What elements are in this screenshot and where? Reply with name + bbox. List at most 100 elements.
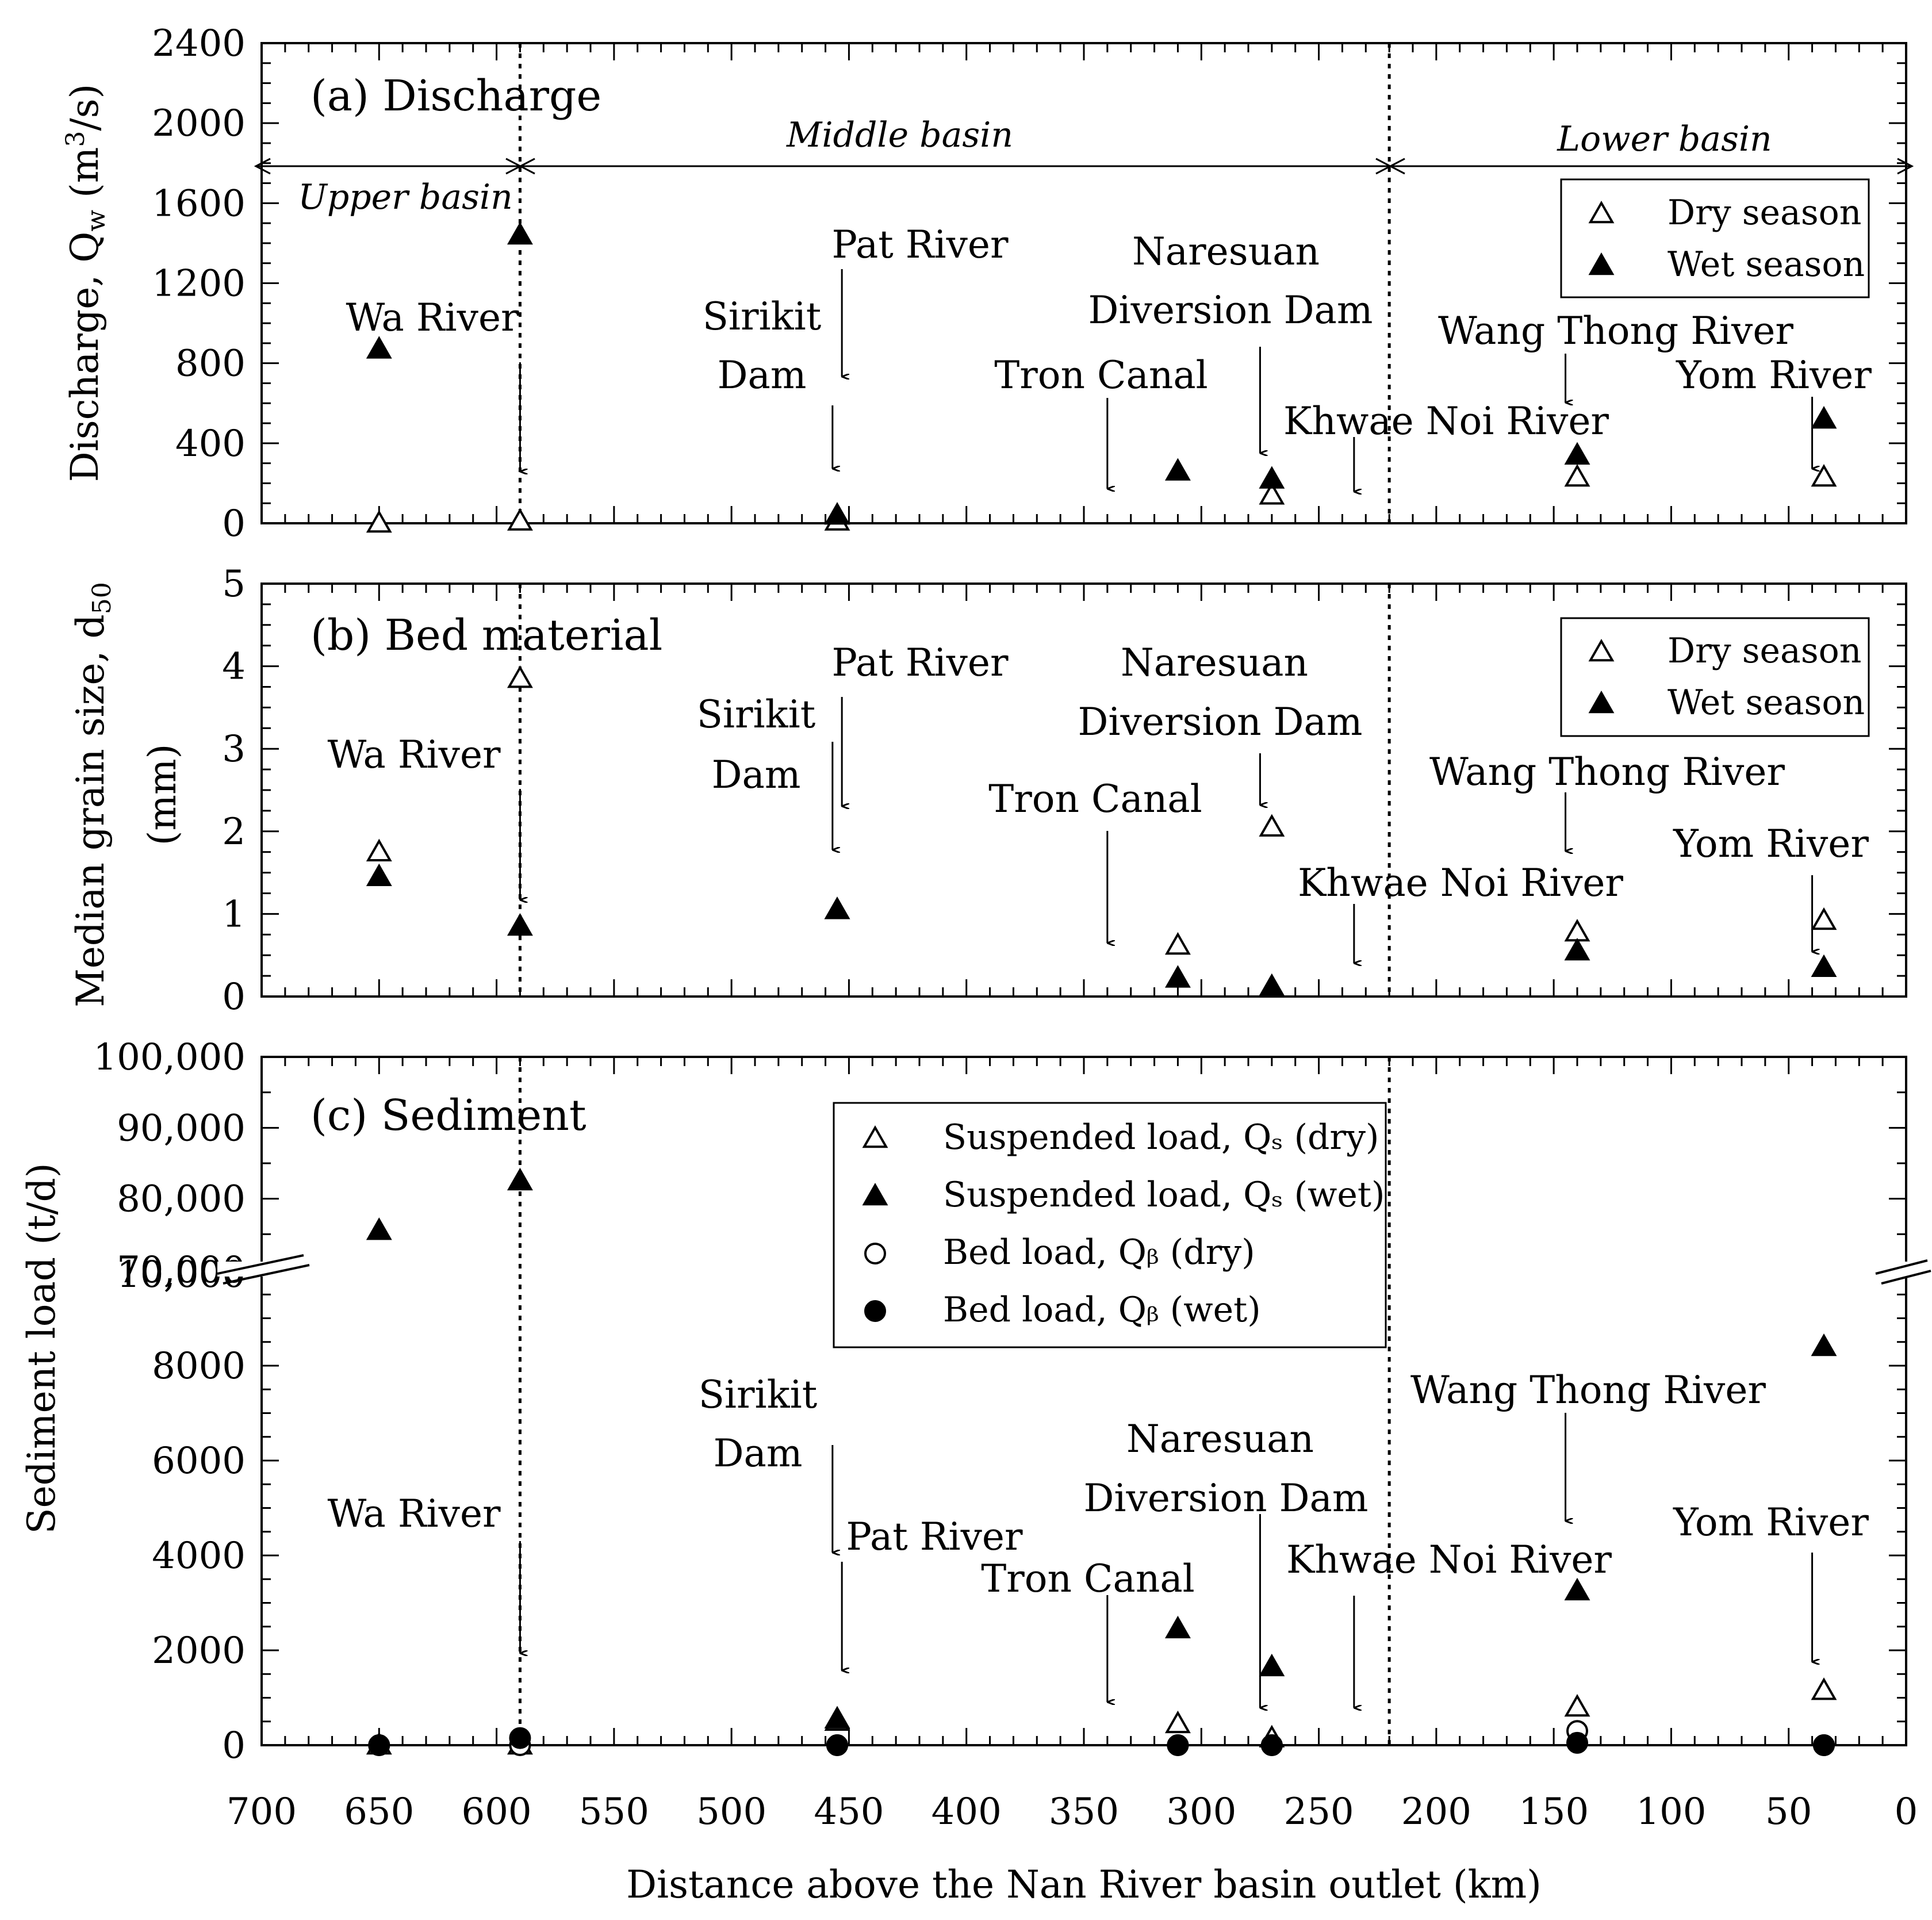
x-tick-label: 550 — [579, 1791, 649, 1833]
y-tick-label: 6000 — [152, 1440, 246, 1482]
y-tick-label: 80,000 — [117, 1178, 246, 1221]
y-tick-label: 2400 — [152, 22, 246, 65]
data-markers — [366, 1167, 1837, 1756]
legend-b-dry-label: Bed load, Qᵦ (dry) — [943, 1232, 1255, 1273]
filled-triangle-marker — [1164, 458, 1191, 481]
y-tick-label: 90,000 — [117, 1107, 246, 1149]
x-tick-label: 0 — [1895, 1791, 1918, 1833]
x-tick-labels: 700 650 600 550 500 450 400 350 300 250 200 150 100 5… — [227, 1791, 1918, 1833]
legend-open-triangle-marker — [1588, 638, 1615, 662]
open-triangle-marker — [1259, 814, 1285, 837]
x-ticks — [260, 584, 1907, 997]
annot-sirikit-1: Sirikit — [703, 294, 822, 339]
filled-triangle-marker — [1259, 973, 1285, 997]
open-triangle-marker — [1164, 1710, 1191, 1734]
y-axis-title: Discharge, Qw (m3/s) — [61, 84, 111, 482]
basin-arrowheads — [254, 158, 1914, 175]
filled-triangle-marker — [507, 913, 533, 936]
legend-dry-label: Dry season — [1667, 193, 1861, 233]
open-triangle-marker — [1564, 463, 1590, 487]
legend-markers — [862, 1125, 888, 1322]
axis-break-gap-right — [1874, 1262, 1932, 1277]
y-ticks: 0200040006000800010,00070,00080,00090,00… — [93, 1036, 1906, 1767]
x-ticks — [260, 1057, 1907, 1745]
filled-triangle-marker — [366, 336, 392, 359]
middle-basin-label: Middle basin — [786, 115, 1013, 155]
annot-sirikit-2: Dam — [718, 353, 807, 397]
filled-triangle-marker — [507, 1167, 533, 1191]
y-ticks: 0 1 2 3 4 5 — [222, 563, 1906, 1018]
y-tick-label: 0 — [222, 503, 246, 545]
filled-triangle-marker — [1164, 965, 1191, 988]
annot-naresuan-1: Naresuan — [1132, 229, 1320, 274]
annot-pat-river: Pat River — [832, 641, 1009, 685]
filled-triangle-marker — [824, 896, 850, 919]
annot-wa-river: Wa River — [327, 733, 501, 777]
panel-title: (c) Sediment — [310, 1091, 586, 1140]
x-tick-label: 100 — [1636, 1791, 1706, 1833]
annot-tron-canal: Tron Canal — [981, 1557, 1195, 1601]
annot-yom-river: Yom River — [1673, 822, 1869, 866]
legend-box — [1560, 617, 1870, 737]
annot-sirikit-2: Dam — [712, 753, 801, 797]
y-axis-title-line1: Median grain size, d50 — [68, 582, 117, 1007]
annot-naresuan-2: Diversion Dam — [1078, 700, 1363, 744]
x-tick-label: 600 — [461, 1791, 531, 1833]
legend-open-triangle-marker — [1588, 200, 1615, 224]
legend-wet-label: Wet season — [1667, 683, 1865, 723]
x-tick-label: 300 — [1166, 1791, 1236, 1833]
legend-filled-circle-marker — [864, 1300, 886, 1322]
filled-triangle-marker — [1811, 954, 1837, 977]
filled-circle-marker — [1167, 1734, 1189, 1756]
panel-title: (a) Discharge — [310, 71, 601, 121]
x-tick-label: 650 — [344, 1791, 414, 1833]
filled-triangle-marker — [1259, 466, 1285, 489]
annot-naresuan-2: Diversion Dam — [1088, 288, 1373, 332]
x-tick-label: 700 — [227, 1791, 297, 1833]
annot-naresuan-1: Naresuan — [1121, 641, 1308, 685]
legend-s-dry-label: Suspended load, Qₛ (dry) — [943, 1117, 1379, 1158]
open-triangle-marker — [1811, 463, 1837, 487]
y-tick-label: 2000 — [152, 1630, 246, 1672]
y-tick-label: 1600 — [152, 182, 246, 225]
annot-wa-river: Wa River — [327, 1492, 501, 1536]
filled-triangle-marker — [366, 1217, 392, 1240]
filled-triangle-marker — [824, 502, 850, 525]
open-triangle-marker — [366, 509, 392, 533]
annot-naresuan-2: Diversion Dam — [1084, 1476, 1368, 1520]
y-axis-title: Sediment load (t/d) — [20, 1163, 64, 1534]
y-tick-label: 1200 — [152, 263, 246, 305]
open-triangle-marker — [507, 665, 533, 688]
y-tick-label: 2000 — [152, 102, 246, 145]
legend-dry-label: Dry season — [1667, 631, 1861, 671]
legend-markers — [1588, 200, 1615, 275]
annot-sirikit-2: Dam — [714, 1431, 803, 1476]
filled-triangle-marker — [1564, 937, 1590, 961]
y-tick-label: 400 — [175, 423, 246, 465]
open-triangle-marker — [1164, 932, 1191, 955]
x-tick-label: 250 — [1283, 1791, 1354, 1833]
annot-sirikit-1: Sirikit — [697, 692, 816, 737]
filled-triangle-marker — [366, 863, 392, 887]
open-triangle-marker — [507, 508, 533, 531]
filled-triangle-marker — [1164, 1615, 1191, 1639]
y-tick-label: 1 — [222, 893, 246, 936]
filled-circle-marker — [1260, 1734, 1283, 1756]
annot-yom-river: Yom River — [1676, 353, 1872, 397]
annot-khwae-noi: Khwae Noi River — [1298, 861, 1623, 905]
x-tick-label: 50 — [1765, 1791, 1812, 1833]
open-triangle-marker — [1811, 1677, 1837, 1700]
y-tick-label: 100,000 — [93, 1036, 246, 1079]
legend-markers — [1588, 638, 1615, 714]
axis-break-left — [217, 1254, 310, 1285]
x-tick-label: 350 — [1049, 1791, 1119, 1833]
panel-sediment: 0200040006000800010,00070,00080,00090,00… — [20, 1036, 1932, 1767]
data-markers — [366, 221, 1837, 533]
x-tick-label: 500 — [696, 1791, 766, 1833]
annot-naresuan-1: Naresuan — [1126, 1417, 1314, 1461]
basin-dividers — [518, 43, 1391, 523]
annot-sirikit-1: Sirikit — [699, 1373, 818, 1417]
annot-khwae-noi: Khwae Noi River — [1286, 1538, 1612, 1582]
y-tick-label: 0 — [222, 1724, 246, 1767]
